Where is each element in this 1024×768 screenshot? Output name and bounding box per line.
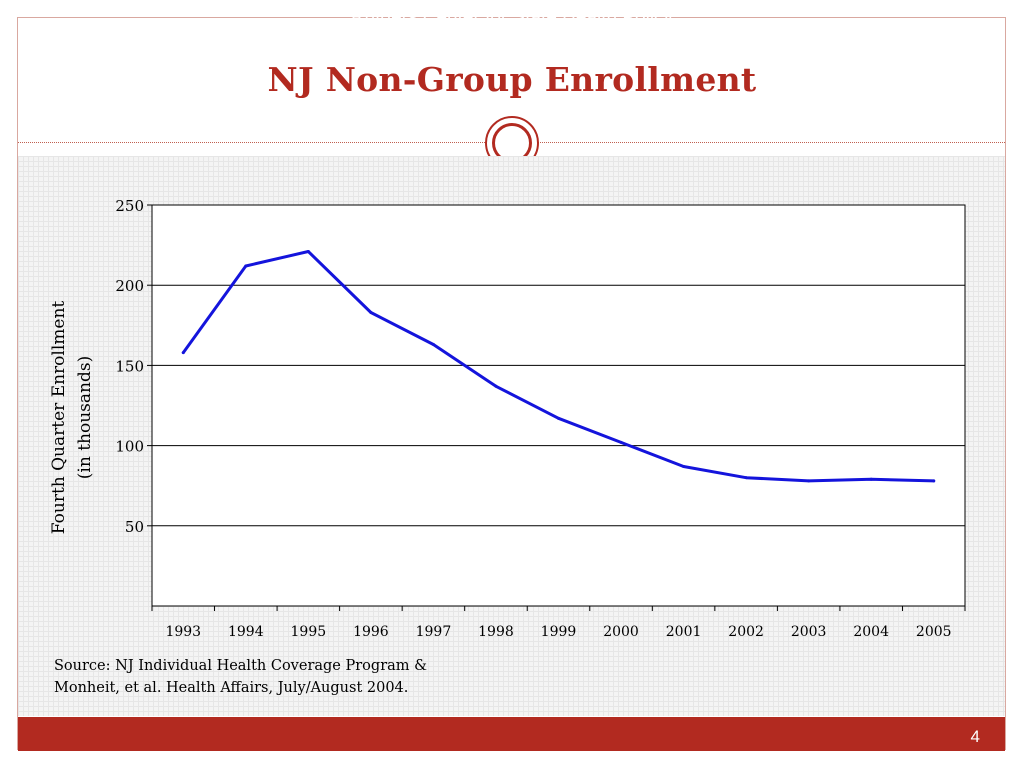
x-tick-label: 1993	[165, 624, 201, 640]
x-tick-label: 2003	[791, 624, 827, 640]
x-tick-label: 1996	[353, 624, 389, 640]
chart-panel: 50 100 150 200 250 1993 1994 1995 1996 1997 1998 19…	[18, 156, 1005, 716]
x-tick-label: 1997	[416, 624, 452, 640]
plot-border	[151, 204, 966, 607]
y-axis-title-line-2: (in thousands)	[75, 356, 95, 479]
y-tick-label: 200	[115, 277, 144, 295]
data-point	[244, 264, 248, 268]
data-point	[932, 479, 936, 483]
data-point	[619, 440, 623, 444]
footer-bar	[18, 717, 1005, 751]
x-tick-label: 2000	[603, 624, 639, 640]
data-point	[869, 477, 873, 481]
data-point	[744, 476, 748, 480]
data-point	[807, 479, 811, 483]
source-line-1: Source: NJ Individual Health Coverage Pr…	[54, 658, 428, 674]
source-note: Source: NJ Individual Health Coverage Pr…	[54, 655, 474, 699]
x-tick-label: 2002	[728, 624, 764, 640]
y-tick-label: 150	[115, 357, 144, 375]
source-line-2: Monheit, et al. Health Affairs, July/Aug…	[54, 680, 409, 696]
data-point	[557, 416, 560, 420]
x-tick-label: 1998	[478, 624, 514, 640]
x-tick-label: 2004	[853, 624, 889, 640]
y-tick-label: 50	[125, 518, 144, 536]
data-point	[306, 250, 310, 254]
slide-title: NJ Non-Group Enrollment	[267, 60, 757, 99]
footer-text: Rutgers Center for State Health Policy	[350, 7, 674, 28]
x-tick-label: 1994	[228, 624, 264, 640]
data-point	[181, 351, 185, 355]
y-tick-label: 100	[115, 438, 144, 456]
page-number: 4	[970, 727, 980, 746]
plot-area	[152, 205, 965, 606]
data-point	[431, 343, 435, 347]
y-tick-label: 250	[115, 197, 144, 215]
data-point	[494, 384, 498, 388]
data-point	[369, 310, 373, 314]
x-tick-label: 2005	[916, 624, 952, 640]
data-point	[682, 464, 686, 468]
line-chart: 50 100 150 200 250 1993 1994 1995 1996 1997 1998 19…	[49, 197, 966, 640]
x-tick-label: 1995	[291, 624, 327, 640]
x-tick-label: 2001	[666, 624, 702, 640]
y-axis-title-line-1: Fourth Quarter Enrollment	[49, 301, 69, 535]
x-tick-label: 1999	[541, 624, 577, 640]
